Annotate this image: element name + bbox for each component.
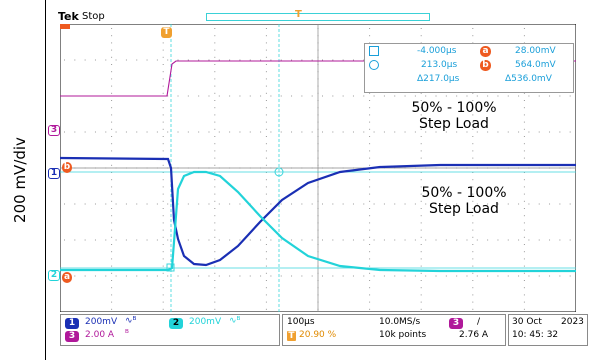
cursor-a-square-icon <box>369 46 379 56</box>
time-value: 10: 45: 32 <box>512 330 559 340</box>
ch1-cursor-tag <box>60 24 70 29</box>
run-state: Stop <box>82 11 105 22</box>
record-length: 10k points <box>379 330 427 340</box>
year-value: 2023 <box>561 317 584 327</box>
record-trigger-marker: T <box>295 9 302 20</box>
cursor-a-handle <box>166 263 175 272</box>
sample-rate: 10.0MS/s <box>379 317 421 327</box>
oscilloscope-screen: Tek Stop T T 3 1 2 b a -4.000µs a 28.00m… <box>48 9 589 346</box>
upper-annotation-line2: Step Load <box>419 116 489 132</box>
cursor-b-handle <box>274 167 284 177</box>
ch3-scale: 2.00 A <box>85 330 115 340</box>
cursor-a-time: -4.000µs <box>417 46 457 56</box>
y-axis-label: 200 mV/div <box>11 137 29 223</box>
ch1-badge[interactable]: 1 <box>65 318 79 329</box>
lower-annotation-line2: Step Load <box>429 201 499 217</box>
cursor-a-level-marker[interactable]: a <box>62 272 72 283</box>
ch3-current-trace <box>60 60 576 97</box>
ch2-bandwidth-icon: ∿ᴮ <box>229 316 241 326</box>
top-status-bar: Tek Stop T <box>56 9 589 24</box>
acquisition-box[interactable]: 100µs T 20.90 % 10.0MS/s 10k points 3 / … <box>282 314 506 346</box>
cursor-b-time: 213.0µs <box>421 60 458 70</box>
bottom-status-bar: 1 200mV ∿ᴮ 2 200mV ∿ᴮ 3 2.00 A ᴮ 100µs T… <box>56 312 589 346</box>
cursor-b-level-marker[interactable]: b <box>62 162 72 173</box>
cursor-delta-value: Δ536.0mV <box>505 74 552 84</box>
ch1-scale: 200mV <box>85 317 118 327</box>
cursor-readout-panel: -4.000µs a 28.00mV 213.0µs b 564.0mV Δ21… <box>364 43 574 93</box>
lower-annotation-line1: 50% - 100% <box>421 185 507 201</box>
ch3-bandwidth-icon: ᴮ <box>125 329 129 339</box>
scope-frame <box>45 0 595 360</box>
trigger-pos-icon: T <box>287 331 296 341</box>
record-position-bar[interactable] <box>206 13 430 21</box>
channel-settings-box[interactable]: 1 200mV ∿ᴮ 2 200mV ∿ᴮ 3 2.00 A ᴮ <box>60 314 280 346</box>
datetime-box: 30 Oct 2023 10: 45: 32 <box>508 314 588 346</box>
ch3-ground-marker[interactable]: 3 <box>48 125 60 136</box>
cursor-b-icon: b <box>480 60 491 71</box>
trigger-position: 20.90 % <box>299 330 337 340</box>
trigger-slope-icon: / <box>477 317 481 327</box>
upper-annotation-line1: 50% - 100% <box>411 100 497 116</box>
cursor-b-circle-icon <box>369 60 379 70</box>
ch2-ground-marker[interactable]: 2 <box>48 270 60 281</box>
lower-annotation: 50% - 100% Step Load <box>384 185 544 217</box>
cursor-delta-time: Δ217.0µs <box>417 74 460 84</box>
timebase-value: 100µs <box>287 317 315 327</box>
trigger-marker: T <box>161 27 172 38</box>
ch1-bandwidth-icon: ∿ᴮ <box>125 316 137 326</box>
y-axis-label-region: 200 mV/div <box>0 0 40 360</box>
trigger-level: 2.76 A <box>459 330 489 340</box>
brand-logo: Tek <box>58 10 79 23</box>
trigger-source-badge[interactable]: 3 <box>449 318 463 329</box>
ch1-output-trace <box>60 156 576 267</box>
cursor-a-icon: a <box>480 46 491 57</box>
ch1-ground-marker[interactable]: 1 <box>48 168 60 179</box>
ch2-badge[interactable]: 2 <box>169 318 183 329</box>
date-value: 30 Oct <box>512 317 542 327</box>
upper-annotation: 50% - 100% Step Load <box>374 100 534 132</box>
cursor-a-value: 28.00mV <box>515 46 556 56</box>
ch2-output-trace <box>60 170 576 273</box>
cursor-b-value: 564.0mV <box>515 60 556 70</box>
ch3-badge[interactable]: 3 <box>65 331 79 342</box>
ch2-scale: 200mV <box>189 317 222 327</box>
